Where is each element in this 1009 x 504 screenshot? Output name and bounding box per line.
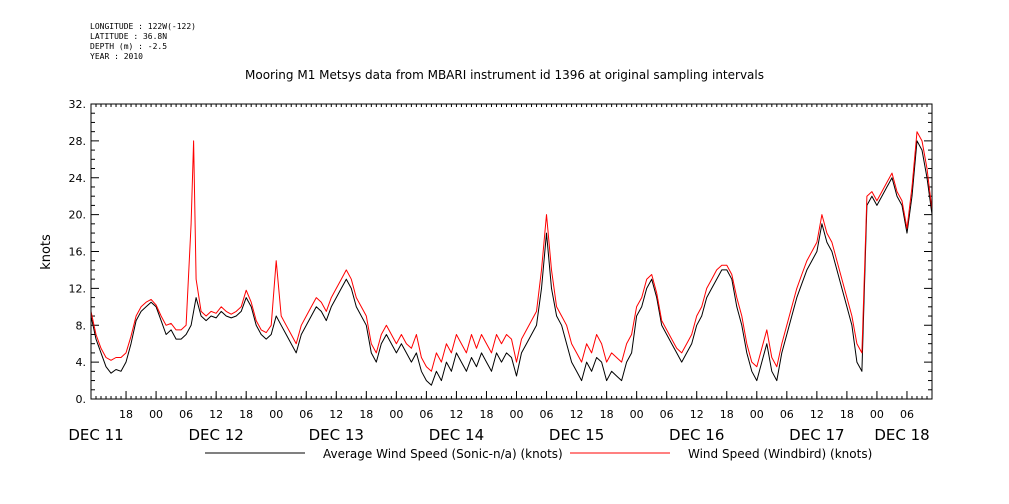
- x-tick-label: 18: [239, 408, 253, 421]
- day-label: DEC 15: [549, 426, 604, 444]
- x-tick-label: 12: [690, 408, 704, 421]
- x-tick-label: 18: [359, 408, 373, 421]
- y-tick-label: 32.: [69, 98, 87, 111]
- x-tick-label: 06: [780, 408, 794, 421]
- legend-label-1: Average Wind Speed (Sonic-n/a) (knots): [323, 447, 563, 461]
- x-tick-label: 18: [479, 408, 493, 421]
- series-lines: [90, 131, 933, 386]
- x-tick-label: 12: [329, 408, 343, 421]
- day-labels: DEC 11 DEC 12 DEC 13 DEC 14 DEC 15 DEC 16 DEC …: [68, 426, 929, 444]
- x-tick-label: 06: [900, 408, 914, 421]
- y-axis-label: knots: [39, 234, 54, 270]
- x-tick-label: 12: [449, 408, 463, 421]
- legend: Average Wind Speed (Sonic-n/a) (knots) Wi…: [205, 447, 872, 461]
- year-label: YEAR : 2010: [90, 52, 143, 61]
- legend-label-2: Wind Speed (Windbird) (knots): [688, 447, 872, 461]
- day-label: DEC 14: [429, 426, 484, 444]
- x-tick-label: 06: [179, 408, 193, 421]
- x-tick-label: 00: [389, 408, 403, 421]
- x-tick-label: 00: [750, 408, 764, 421]
- x-tick-label: 06: [419, 408, 433, 421]
- y-tick-label: 24.: [69, 172, 87, 185]
- x-tick-label: 00: [630, 408, 644, 421]
- x-tick-label: 12: [810, 408, 824, 421]
- x-tick-label: 00: [269, 408, 283, 421]
- x-tick-label: 12: [570, 408, 584, 421]
- series-line-2: [90, 131, 933, 372]
- y-tick-label: 20.: [69, 209, 87, 222]
- y-tick-label: 16.: [69, 246, 87, 259]
- plot-frame: [90, 103, 933, 400]
- series-line-1: [90, 140, 933, 386]
- y-tick-labels: 0. 4. 8. 12. 16. 20. 24. 28. 32.: [69, 98, 87, 406]
- x-tick-label: 06: [660, 408, 674, 421]
- day-label: DEC 13: [309, 426, 364, 444]
- x-tick-label: 18: [119, 408, 133, 421]
- x-tick-label: 06: [540, 408, 554, 421]
- x-tick-label: 00: [870, 408, 884, 421]
- x-tick-label: 00: [149, 408, 163, 421]
- x-tick-label: 18: [720, 408, 734, 421]
- y-tick-label: 0.: [76, 393, 87, 406]
- metadata-header: LONGITUDE : 122W(-122) LATITUDE : 36.8N …: [90, 22, 196, 62]
- longitude-label: LONGITUDE : 122W(-122): [90, 22, 196, 31]
- day-label: DEC 18: [874, 426, 929, 444]
- chart-title: Mooring M1 Metsys data from MBARI instru…: [245, 68, 764, 82]
- y-tick-label: 12.: [69, 282, 87, 295]
- x-tick-label: 06: [299, 408, 313, 421]
- depth-label: DEPTH (m) : -2.5: [90, 42, 168, 51]
- day-label: DEC 12: [188, 426, 243, 444]
- y-tick-label: 8.: [76, 319, 87, 332]
- x-tick-label: 12: [209, 408, 223, 421]
- axis-ticks: [90, 103, 933, 400]
- x-tick-label: 00: [510, 408, 524, 421]
- day-label: DEC 16: [669, 426, 724, 444]
- latitude-label: LATITUDE : 36.8N: [90, 32, 168, 41]
- x-tick-labels: 18 00 06 12 18 00 06 12 18 00 06 12 18 00 06 12 18 00 06 12…: [119, 408, 914, 421]
- y-tick-label: 4.: [76, 356, 87, 369]
- x-tick-label: 18: [840, 408, 854, 421]
- x-tick-label: 18: [600, 408, 614, 421]
- y-tick-label: 28.: [69, 135, 87, 148]
- day-label: DEC 11: [68, 426, 123, 444]
- day-label: DEC 17: [789, 426, 844, 444]
